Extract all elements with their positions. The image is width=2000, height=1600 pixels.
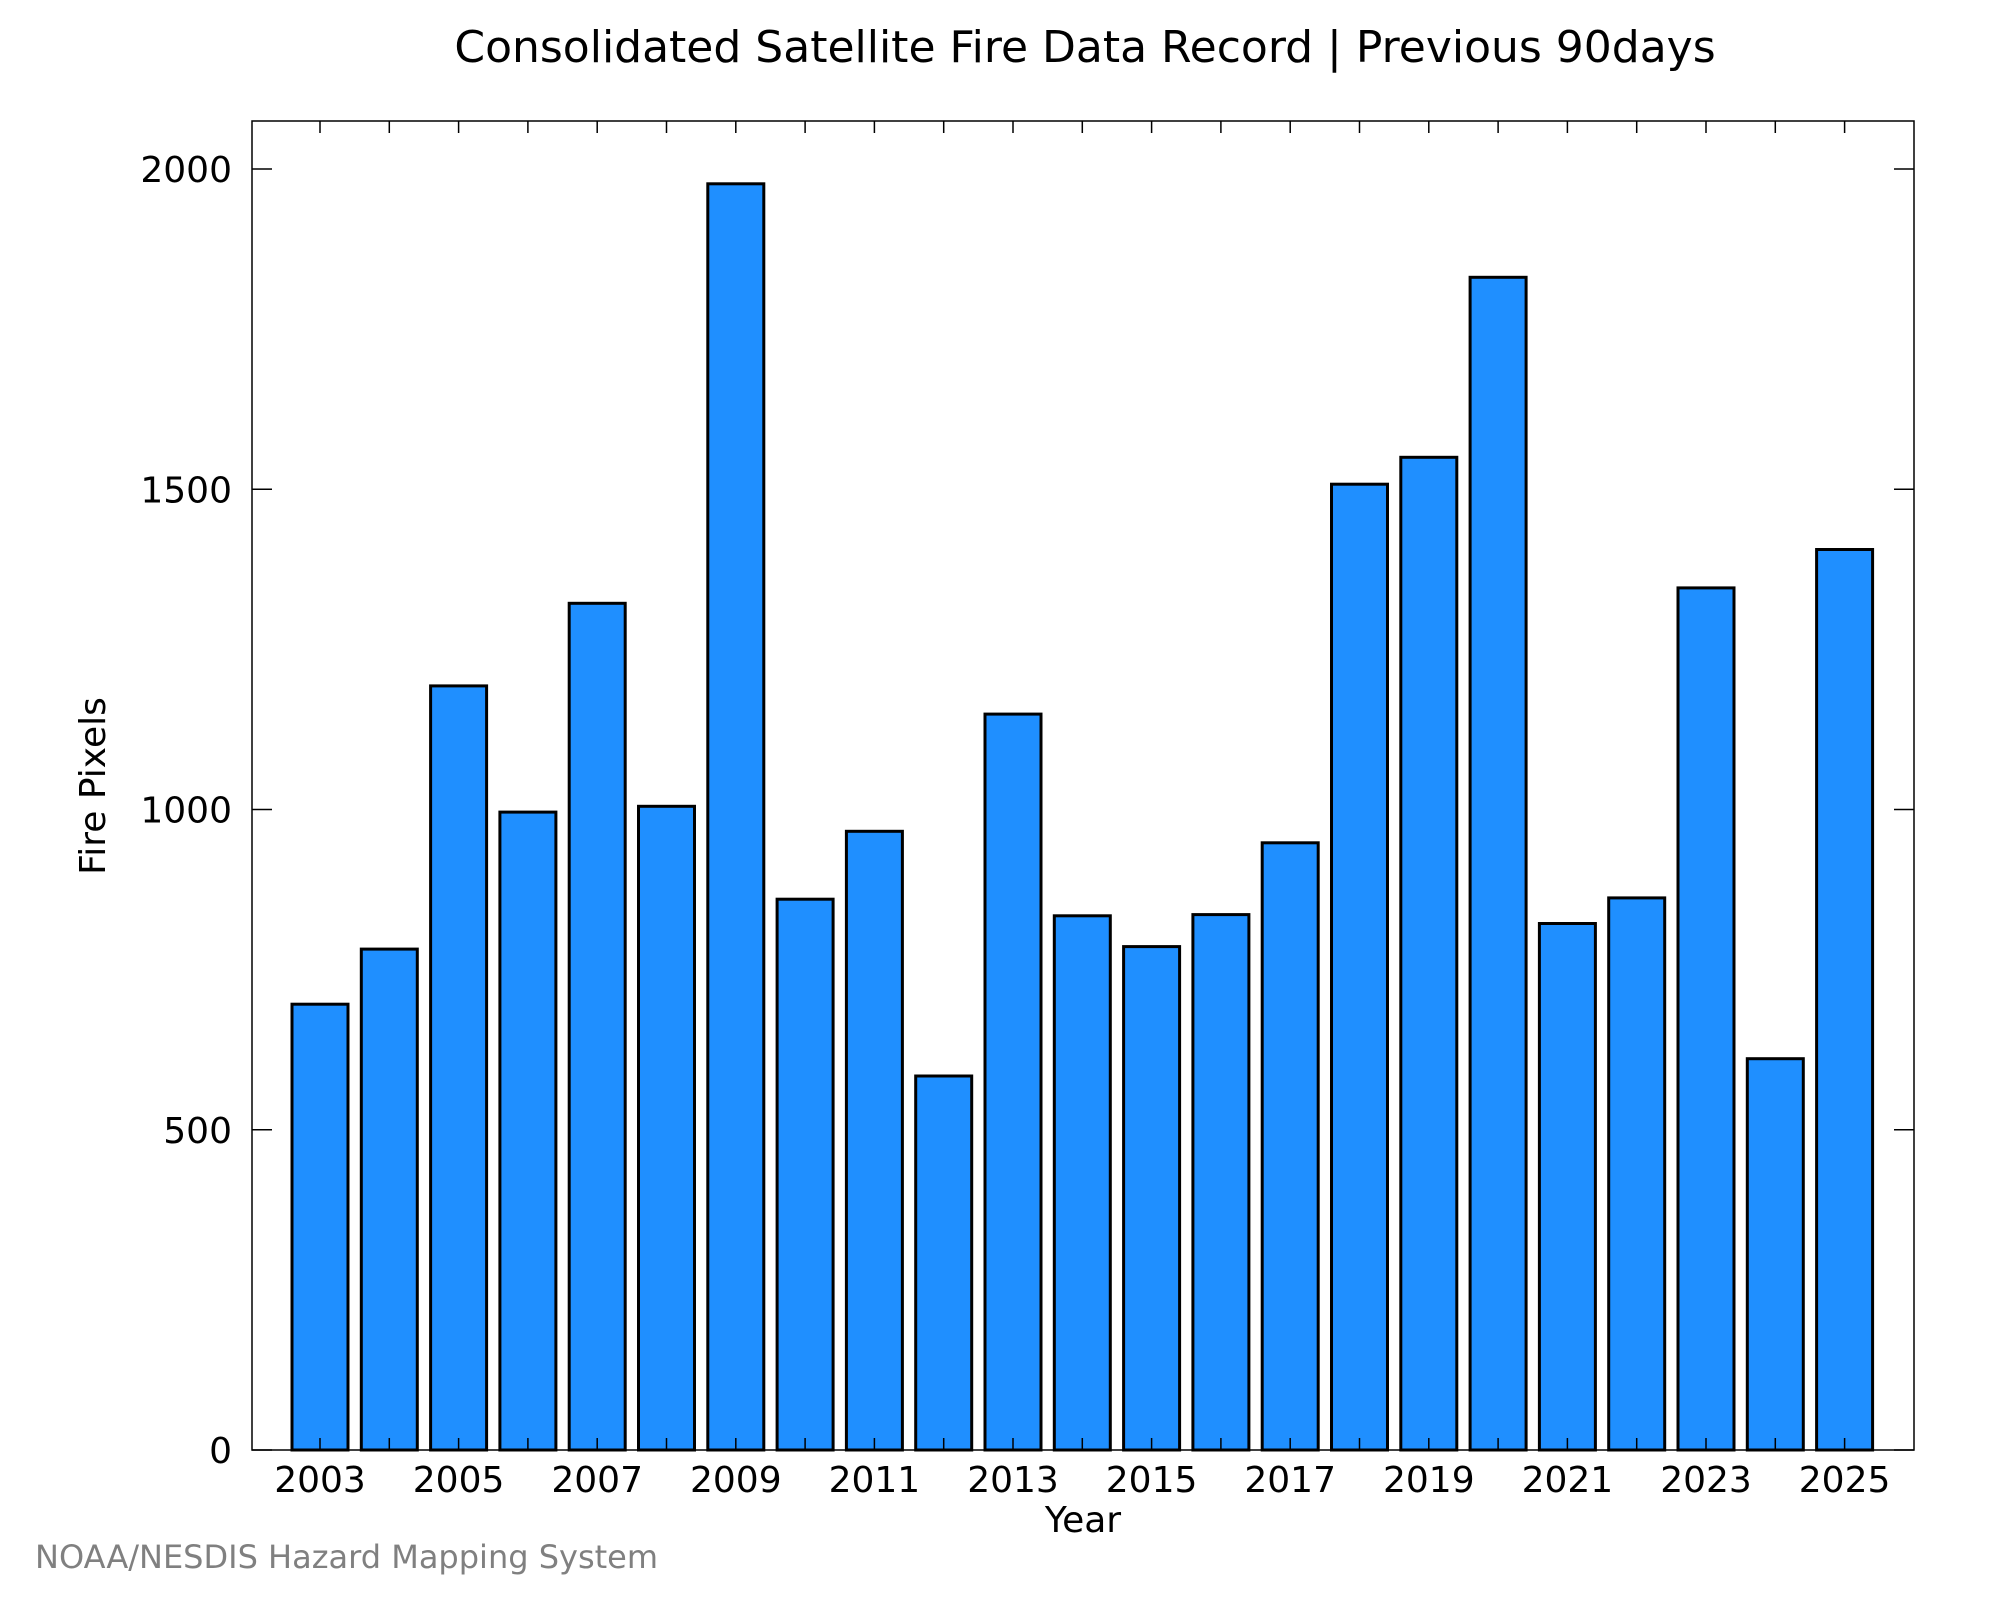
x-tick-label: 2009 [690, 1460, 782, 1501]
y-tick-label: 1000 [140, 791, 232, 832]
bar-2018 [1330, 482, 1389, 1452]
bar-2019 [1399, 455, 1459, 1452]
bar-2006 [498, 810, 558, 1452]
bar-2021 [1537, 922, 1597, 1452]
x-axis-label: Year [1044, 1500, 1121, 1541]
bars-group [290, 182, 1875, 1452]
y-axis-label: Fire Pixels [73, 697, 114, 875]
bar-2012 [914, 1074, 974, 1452]
y-tick-label: 1500 [140, 470, 232, 511]
bar-2009 [706, 182, 766, 1452]
bar-2016 [1191, 913, 1251, 1452]
bar-2007 [567, 601, 627, 1452]
bar-2014 [1052, 914, 1112, 1452]
y-tick-label: 500 [163, 1111, 232, 1152]
x-tick-label: 2013 [967, 1460, 1059, 1501]
bar-2017 [1260, 841, 1320, 1452]
bar-2010 [775, 897, 835, 1452]
bar-2005 [429, 684, 489, 1452]
bar-2004 [359, 947, 419, 1452]
bar-2022 [1607, 896, 1667, 1452]
x-tick-label: 2021 [1522, 1460, 1614, 1501]
y-tick-label: 2000 [140, 150, 232, 191]
x-tick-label: 2025 [1799, 1460, 1891, 1501]
chart-title: Consolidated Satellite Fire Data Record … [454, 22, 1715, 73]
x-axis-ticks: 2003 2005 2007 2009 2011 2013 2015 2017 2019 2021… [274, 121, 1890, 1501]
x-tick-label: 2007 [551, 1460, 643, 1501]
bar-2025 [1815, 548, 1875, 1452]
bar-2020 [1468, 275, 1528, 1452]
x-tick-label: 2017 [1244, 1460, 1336, 1501]
bar-2023 [1676, 586, 1736, 1452]
x-tick-label: 2023 [1660, 1460, 1752, 1501]
bar-2015 [1122, 945, 1182, 1452]
bar-2003 [290, 1002, 350, 1452]
bar-2008 [637, 804, 696, 1452]
y-axis-ticks: 0 500 1000 1500 2000 [140, 150, 1914, 1472]
x-tick-label: 2015 [1106, 1460, 1198, 1501]
bar-2024 [1745, 1057, 1805, 1452]
x-tick-label: 2003 [274, 1460, 366, 1501]
source-credit: NOAA/NESDIS Hazard Mapping System [35, 1538, 659, 1576]
y-tick-label: 0 [209, 1431, 232, 1472]
x-tick-label: 2005 [413, 1460, 505, 1501]
bar-2013 [983, 712, 1043, 1452]
x-tick-label: 2011 [829, 1460, 921, 1501]
x-tick-label: 2019 [1383, 1460, 1475, 1501]
bar-2011 [844, 829, 904, 1452]
